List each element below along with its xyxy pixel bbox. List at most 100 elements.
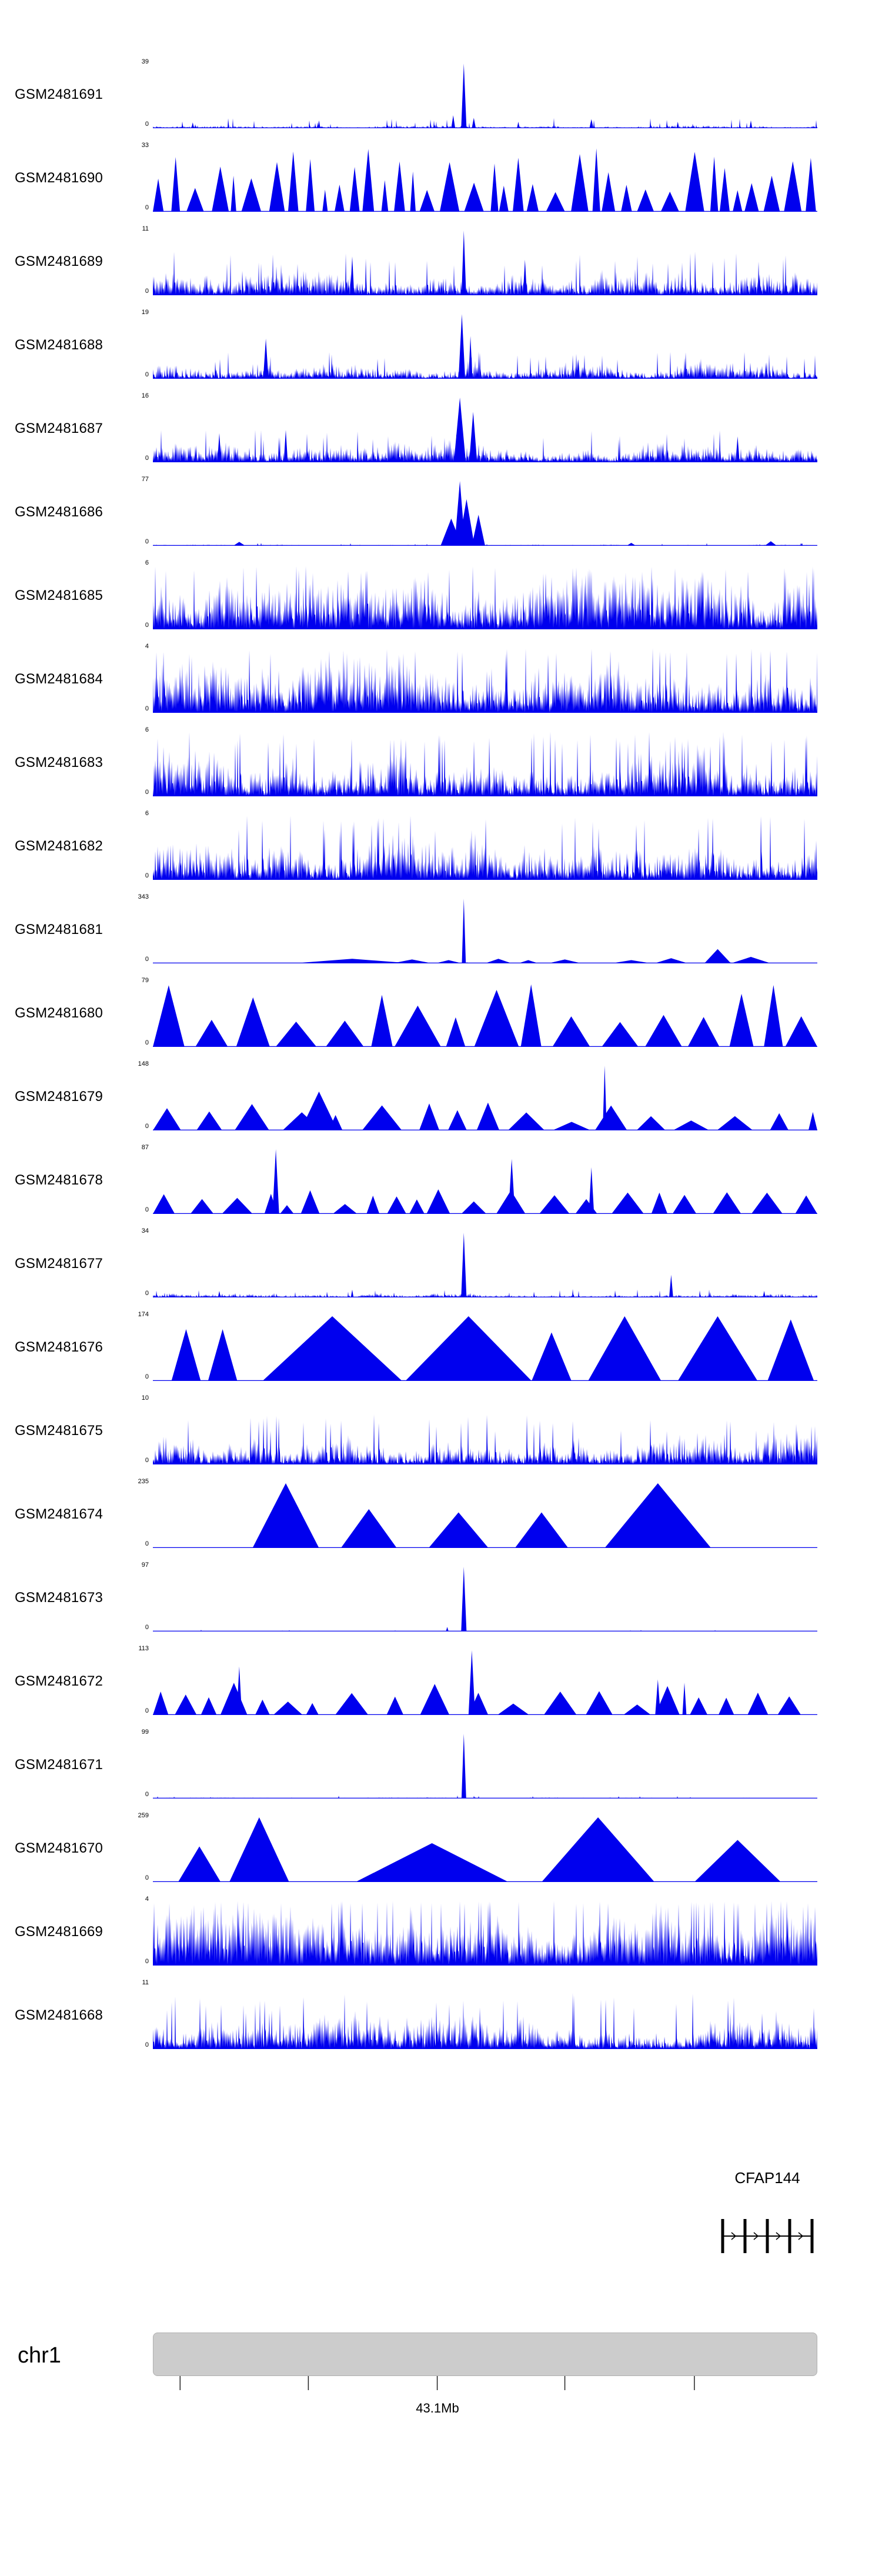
track-row: GSM2481674 235 0	[0, 1473, 882, 1556]
track-ymin-label: 0	[145, 1373, 149, 1380]
chromosome-label: chr1	[18, 2343, 61, 2368]
track-signal-plot	[153, 566, 817, 629]
track-label: GSM2481677	[15, 1256, 103, 1272]
track-ymin-label: 0	[145, 204, 149, 211]
track-ymax-label: 10	[141, 1394, 149, 1402]
track-row: GSM2481672 113 0	[0, 1640, 882, 1723]
position-label: 43.1Mb	[416, 2401, 459, 2415]
track-label: GSM2481689	[15, 253, 103, 269]
track-ymax-label: 11	[142, 1979, 149, 1986]
gene-model	[721, 2219, 814, 2253]
track-ymin-label: 0	[145, 705, 149, 712]
track-label: GSM2481679	[15, 1089, 103, 1105]
track-ymax-label: 79	[141, 977, 149, 984]
track-ymin-label: 0	[145, 1791, 149, 1798]
track-row: GSM2481671 99 0	[0, 1723, 882, 1807]
track-ymax-label: 11	[142, 225, 149, 232]
track-signal-plot	[153, 984, 817, 1047]
track-label: GSM2481668	[15, 2007, 103, 2023]
track-ymin-label: 0	[145, 2041, 149, 2048]
track-signal-plot	[153, 1817, 817, 1882]
track-ymin-label: 0	[145, 371, 149, 378]
track-row: GSM2481675 10 0	[0, 1389, 882, 1473]
track-signal-plot	[153, 1066, 817, 1130]
track-ymin-label: 0	[145, 1290, 149, 1297]
track-label: GSM2481690	[15, 170, 103, 186]
track-row: GSM2481690 33 0	[0, 136, 882, 220]
track-ymin-label: 0	[145, 455, 149, 462]
track-signal-plot	[153, 314, 817, 379]
gene-name-label: CFAP144	[734, 2169, 800, 2187]
track-signal-plot	[153, 815, 817, 880]
track-ymax-label: 148	[138, 1060, 149, 1067]
track-signal-plot	[153, 1316, 817, 1381]
track-label: GSM2481688	[15, 337, 103, 353]
track-ymin-label: 0	[145, 1123, 149, 1130]
track-ymax-label: 174	[138, 1311, 149, 1318]
track-label: GSM2481675	[15, 1423, 103, 1439]
track-ymax-label: 16	[141, 392, 149, 399]
track-ymin-label: 0	[145, 1958, 149, 1965]
track-ymin-label: 0	[145, 1039, 149, 1046]
track-ymin-label: 0	[145, 1874, 149, 1881]
track-row: GSM2481668 11 0	[0, 1974, 882, 2057]
track-signal-plot	[153, 398, 817, 462]
track-signal-plot	[153, 1901, 817, 1966]
track-ymax-label: 34	[141, 1227, 149, 1234]
track-label: GSM2481670	[15, 1840, 103, 1856]
track-ymax-label: 343	[138, 893, 149, 900]
track-ymin-label: 0	[145, 872, 149, 879]
track-row: GSM2481681 343 0	[0, 888, 882, 972]
track-ymax-label: 97	[141, 1561, 149, 1569]
track-signal-plot	[153, 1233, 817, 1297]
track-signal-plot	[153, 481, 817, 546]
track-signal-plot	[153, 732, 817, 796]
track-ymax-label: 6	[145, 726, 149, 733]
track-ymax-label: 39	[141, 58, 149, 65]
track-ymin-label: 0	[145, 121, 149, 128]
track-ymax-label: 6	[145, 559, 149, 566]
track-row: GSM2481669 4 0	[0, 1890, 882, 1974]
track-label: GSM2481687	[15, 421, 103, 436]
track-row: GSM2481687 16 0	[0, 387, 882, 471]
track-label: GSM2481676	[15, 1339, 103, 1355]
track-signal-plot	[153, 1993, 817, 2049]
track-label: GSM2481682	[15, 838, 103, 854]
track-ymax-label: 4	[145, 1896, 149, 1903]
track-row: GSM2481679 148 0	[0, 1055, 882, 1139]
track-signal-plot	[153, 899, 817, 963]
track-signal-plot	[153, 148, 817, 212]
chromosome-ideogram	[153, 2333, 817, 2376]
track-row: GSM2481686 77 0	[0, 471, 882, 554]
track-row: GSM2481685 6 0	[0, 554, 882, 638]
track-ymax-label: 235	[138, 1478, 149, 1485]
track-row: GSM2481670 259 0	[0, 1807, 882, 1890]
track-label: GSM2481671	[15, 1757, 103, 1773]
track-row: GSM2481691 39 0	[0, 53, 882, 136]
track-ymin-label: 0	[145, 622, 149, 629]
track-row: GSM2481677 34 0	[0, 1222, 882, 1306]
track-row: GSM2481673 97 0	[0, 1556, 882, 1640]
track-signal-plot	[153, 1734, 817, 1798]
genome-axis-ticks	[179, 2376, 695, 2390]
track-ymin-label: 0	[145, 538, 149, 545]
track-label: GSM2481684	[15, 671, 103, 687]
track-row: GSM2481684 4 0	[0, 638, 882, 721]
track-ymin-label: 0	[145, 789, 149, 796]
track-ymax-label: 33	[141, 142, 149, 149]
track-signal-plot	[153, 1483, 817, 1548]
track-ymax-label: 4	[145, 643, 149, 650]
track-signal-plot	[153, 1650, 817, 1715]
track-row: GSM2481689 11 0	[0, 220, 882, 303]
track-label: GSM2481673	[15, 1590, 103, 1606]
track-signal-plot	[153, 231, 817, 295]
track-ymin-label: 0	[145, 1624, 149, 1631]
track-signal-plot	[153, 648, 817, 713]
track-label: GSM2481678	[15, 1172, 103, 1188]
track-signal-plot	[153, 1567, 817, 1631]
track-ymax-label: 113	[138, 1645, 149, 1652]
track-label: GSM2481681	[15, 922, 103, 937]
track-ymin-label: 0	[145, 1206, 149, 1213]
track-ymin-label: 0	[145, 1540, 149, 1547]
track-label: GSM2481674	[15, 1506, 103, 1522]
